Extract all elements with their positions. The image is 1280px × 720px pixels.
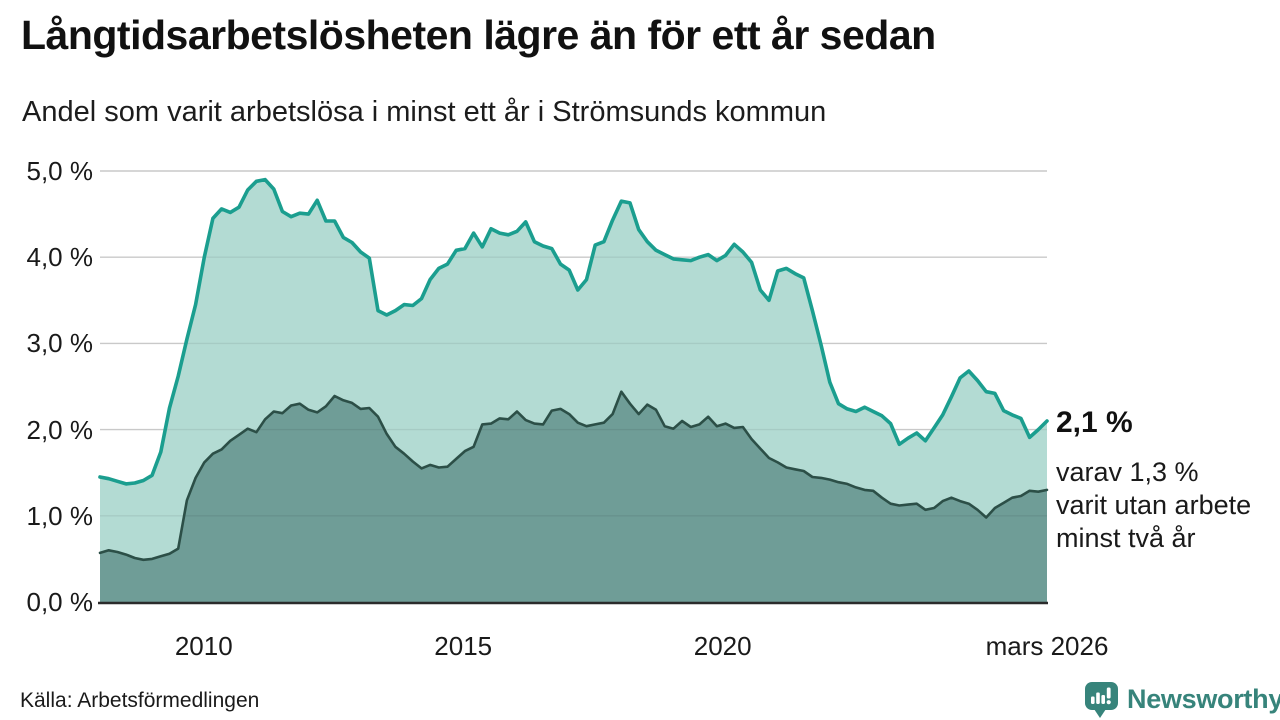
newsworthy-icon <box>1085 682 1118 718</box>
brand-logo: Newsworthy <box>1084 681 1280 720</box>
end-value-label: 2,1 % <box>1056 406 1133 439</box>
y-tick-label: 3,0 % <box>26 328 94 359</box>
x-tick-label: mars 2026 <box>985 631 1109 661</box>
detail-line-2: varit utan arbete <box>1056 490 1252 520</box>
y-tick-label: 4,0 % <box>26 242 94 273</box>
chart-subtitle: Andel som varit arbetslösa i minst ett å… <box>22 96 827 128</box>
y-tick-label: 2,0 % <box>26 414 94 445</box>
detail-line-3: minst två år <box>1056 523 1196 553</box>
detail-line-1: varav 1,3 % <box>1056 457 1199 487</box>
y-tick-label: 1,0 % <box>26 500 94 531</box>
page-title: Långtidsarbetslösheten lägre än för ett … <box>21 12 936 58</box>
source-note: Källa: Arbetsförmedlingen <box>20 689 260 712</box>
end-value-detail: varav 1,3 % varit utan arbete minst två … <box>1056 456 1251 555</box>
y-tick-label: 0,0 % <box>26 587 94 617</box>
x-tick-label: 2020 <box>693 631 752 661</box>
x-tick-label: 2015 <box>434 631 493 661</box>
brand-name: Newsworthy <box>1127 684 1280 714</box>
y-tick-label: 5,0 % <box>26 156 94 186</box>
x-tick-label: 2010 <box>174 631 233 661</box>
